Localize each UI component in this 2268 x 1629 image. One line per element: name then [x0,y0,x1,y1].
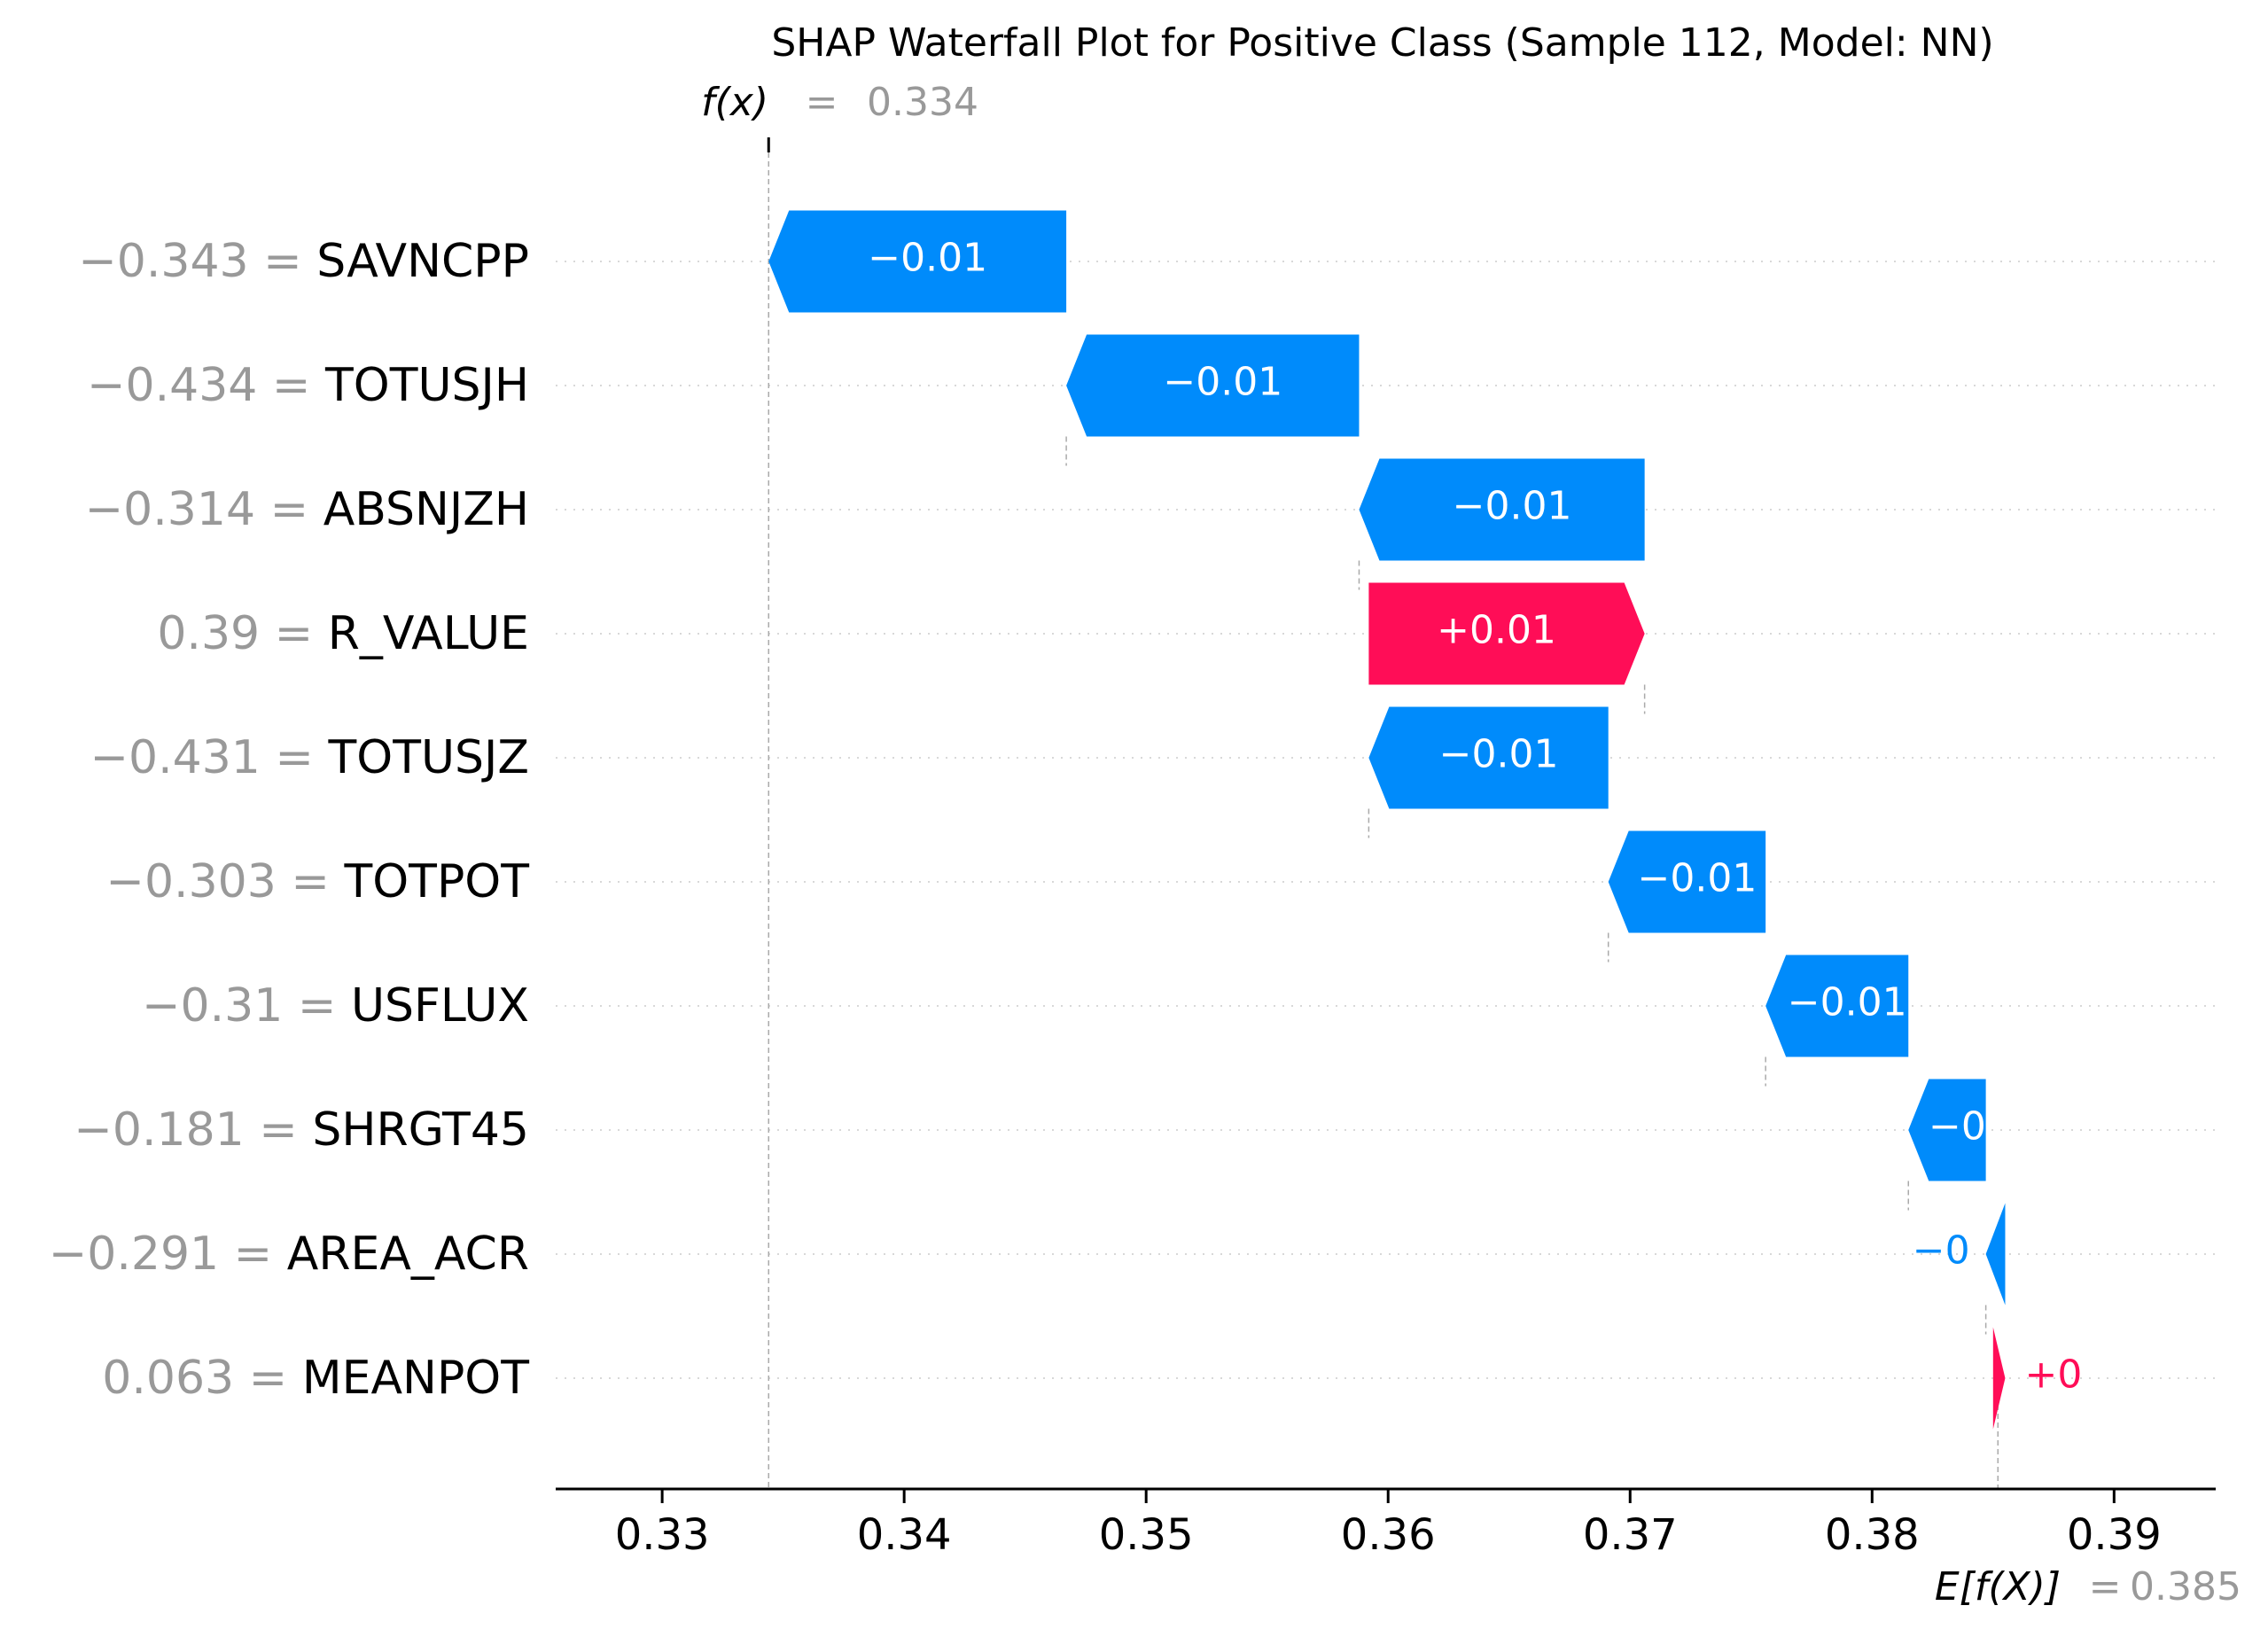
shap-value-label: −0.01 [1788,980,1907,1025]
x-tick-label: 0.37 [1583,1510,1678,1560]
shap-value-label: −0.01 [1638,856,1758,901]
waterfall-bar [1992,1327,2006,1430]
x-tick-label: 0.39 [2067,1510,2162,1560]
fx-label: f(x) = 0.334 [701,80,978,125]
waterfall-bar [1368,706,1609,809]
shap-value-label: −0 [1913,1228,1970,1274]
x-tick-label: 0.38 [1825,1510,1920,1560]
feature-label: −0.31 = USFLUX [142,979,529,1033]
feature-name: TOTUSJZ [328,731,529,784]
feature-name: USFLUX [351,979,529,1033]
efx-label-name: E[f(X)] [1935,1564,2061,1610]
feature-label: −0.343 = SAVNCPP [78,235,529,288]
feature-label: −0.291 = AREA_ACR [49,1228,529,1281]
feature-name: ABSNJZH [323,483,529,536]
feature-value: −0.303 = [105,855,344,908]
feature-value: −0.291 = [49,1228,287,1281]
feature-label: 0.063 = MEANPOT [102,1352,529,1405]
shap-value-label: −0.01 [1439,732,1559,777]
waterfall-bar [1066,334,1360,437]
x-axis: 0.33 0.34 0.35 0.36 0.37 0.38 0.39 [556,1487,2216,1560]
feature-value: 0.39 = [157,607,327,660]
feature-name: MEANPOT [302,1352,529,1405]
feature-value: −0.181 = [74,1103,312,1157]
waterfall-bar [1908,1079,1986,1181]
connector-layer [767,137,1999,1489]
shap-value-label: +0 [2024,1352,2082,1398]
x-tick-label: 0.34 [857,1510,952,1560]
shap-value-label: −0.01 [868,236,987,281]
feature-value: −0.434 = [87,359,325,412]
shap-value-label: −0.01 [1163,360,1282,405]
feature-label: −0.434 = TOTUSJH [87,359,529,412]
feature-value: −0.314 = [85,483,323,536]
x-tick-label: 0.35 [1099,1510,1194,1560]
feature-label: −0.303 = TOTPOT [105,855,529,908]
feature-value: −0.343 = [78,235,316,288]
waterfall-bar [1359,458,1645,561]
efx-label-value: 0.385 [2130,1564,2241,1610]
shap-value-label: +0.01 [1437,608,1556,653]
efx-label-equals: = [2089,1564,2122,1610]
chart-title: SHAP Waterfall Plot for Positive Class (… [771,20,1993,66]
shap-value-label: −0 [1929,1104,1986,1150]
bars-layer: −0.01 −0.01 −0.01 +0.01 −0.01 −0.01 −0.01 −0 −0 +… [768,210,2082,1430]
feature-value: 0.063 = [102,1352,302,1405]
fx-label-value: 0.334 [867,80,978,125]
feature-name: AREA_ACR [287,1228,529,1281]
feature-name: SAVNCPP [316,235,529,288]
waterfall-bar [768,210,1067,313]
feature-name: SHRGT45 [312,1103,529,1157]
feature-name: TOTPOT [343,855,529,908]
waterfall-bar [1985,1203,2006,1306]
feature-value: −0.431 = [90,731,328,784]
feature-label: −0.314 = ABSNJZH [85,483,529,536]
feature-label: 0.39 = R_VALUE [157,607,529,660]
feature-name: TOTUSJH [324,359,529,412]
grid-layer [556,261,2216,1379]
efx-label: E[f(X)] = 0.385 [1935,1564,2241,1610]
x-tick-label: 0.33 [615,1510,710,1560]
x-tick-label: 0.36 [1341,1510,1436,1560]
fx-label-name: f(x) [701,80,768,125]
shap-value-label: −0.01 [1453,484,1572,529]
waterfall-bar [1368,582,1645,685]
fx-label-equals: = [806,80,838,125]
feature-name: R_VALUE [328,607,529,660]
waterfall-bar [1765,955,1909,1057]
feature-label: −0.431 = TOTUSJZ [90,731,529,784]
feature-value: −0.31 = [142,979,351,1033]
waterfall-bar [1608,830,1766,933]
svg-text:f(x): f(x) [701,80,768,125]
feature-labels-layer: −0.343 = SAVNCPP −0.434 = TOTUSJH −0.314 =… [49,235,530,1405]
feature-label: −0.181 = SHRGT45 [74,1103,529,1157]
